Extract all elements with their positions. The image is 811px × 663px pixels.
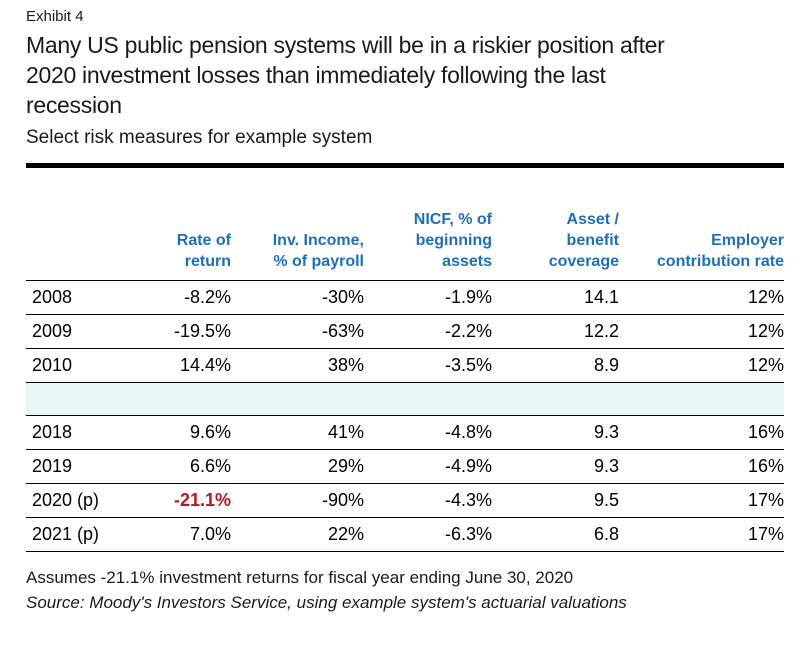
table-row-2009: 2009 -19.5% -63% -2.2% 12.2 12% — [26, 314, 784, 349]
value-cell: -2.2% — [364, 314, 492, 349]
value-cell: 7.0% — [104, 517, 231, 552]
value-cell: 16% — [619, 415, 784, 450]
exhibit-label: Exhibit 4 — [26, 8, 84, 25]
table-row-2018: 2018 9.6% 41% -4.8% 9.3 16% — [26, 415, 784, 450]
table-top-rule — [26, 163, 784, 168]
value-cell: 9.5 — [492, 483, 619, 518]
value-cell: -6.3% — [364, 517, 492, 552]
exhibit-title: Many US public pension systems will be i… — [26, 32, 665, 118]
year-cell: 2020 (p) — [26, 483, 104, 518]
year-cell: 2019 — [26, 449, 104, 484]
value-cell: 17% — [619, 483, 784, 518]
spacer-band-row — [26, 382, 784, 416]
value-cell: 22% — [231, 517, 364, 552]
value-cell: 12% — [619, 314, 784, 349]
header-cell-asset-benefit-coverage: Asset / benefit coverage — [492, 168, 619, 281]
header-cell-rate-of-return: Rate of return — [104, 168, 231, 281]
year-cell: 2008 — [26, 280, 104, 315]
year-cell: 2018 — [26, 415, 104, 450]
value-cell: -3.5% — [364, 348, 492, 383]
value-cell: -90% — [231, 483, 364, 518]
exhibit-subtitle: Select risk measures for example system — [26, 127, 373, 148]
value-cell: -30% — [231, 280, 364, 315]
header-cell-employer-contribution-rate: Employer contribution rate — [619, 168, 784, 281]
table-row-2019: 2019 6.6% 29% -4.9% 9.3 16% — [26, 449, 784, 484]
header-cell-inv-income: Inv. Income, % of payroll — [231, 168, 364, 281]
value-cell: -4.3% — [364, 483, 492, 518]
spacer-band — [26, 382, 784, 416]
value-cell: 12% — [619, 280, 784, 315]
value-cell: 41% — [231, 415, 364, 450]
value-cell: 12.2 — [492, 314, 619, 349]
value-cell: -63% — [231, 314, 364, 349]
header-cell-nicf: NICF, % of beginning assets — [364, 168, 492, 281]
table-row-2020-projected: 2020 (p) -21.1% -90% -4.3% 9.5 17% — [26, 483, 784, 518]
value-cell: 8.9 — [492, 348, 619, 383]
header-cell-year — [26, 168, 104, 281]
value-cell: -4.8% — [364, 415, 492, 450]
value-cell: 6.8 — [492, 517, 619, 552]
value-cell: 16% — [619, 449, 784, 484]
year-cell: 2021 (p) — [26, 517, 104, 552]
year-cell: 2009 — [26, 314, 104, 349]
source-note: Source: Moody's Investors Service, using… — [26, 593, 627, 612]
value-cell: 29% — [231, 449, 364, 484]
table-row-2008: 2008 -8.2% -30% -1.9% 14.1 12% — [26, 280, 784, 315]
value-cell: 17% — [619, 517, 784, 552]
value-cell: 38% — [231, 348, 364, 383]
value-cell: 14.4% — [104, 348, 231, 383]
value-cell-loss-highlight: -21.1% — [104, 483, 231, 518]
value-cell: 14.1 — [492, 280, 619, 315]
value-cell: 6.6% — [104, 449, 231, 484]
table-row-2021-projected: 2021 (p) 7.0% 22% -6.3% 6.8 17% — [26, 517, 784, 552]
footnote: Assumes -21.1% investment returns for fi… — [26, 568, 574, 587]
value-cell: 9.3 — [492, 449, 619, 484]
risk-measures-table: Rate of return Inv. Income, % of payroll… — [26, 168, 784, 552]
value-cell: 9.3 — [492, 415, 619, 450]
value-cell: 12% — [619, 348, 784, 383]
year-cell: 2010 — [26, 348, 104, 383]
value-cell: -8.2% — [104, 280, 231, 315]
header-row: Rate of return Inv. Income, % of payroll… — [26, 168, 784, 281]
value-cell: 9.6% — [104, 415, 231, 450]
value-cell: -4.9% — [364, 449, 492, 484]
value-cell: -19.5% — [104, 314, 231, 349]
table-row-2010: 2010 14.4% 38% -3.5% 8.9 12% — [26, 348, 784, 383]
value-cell: -1.9% — [364, 280, 492, 315]
